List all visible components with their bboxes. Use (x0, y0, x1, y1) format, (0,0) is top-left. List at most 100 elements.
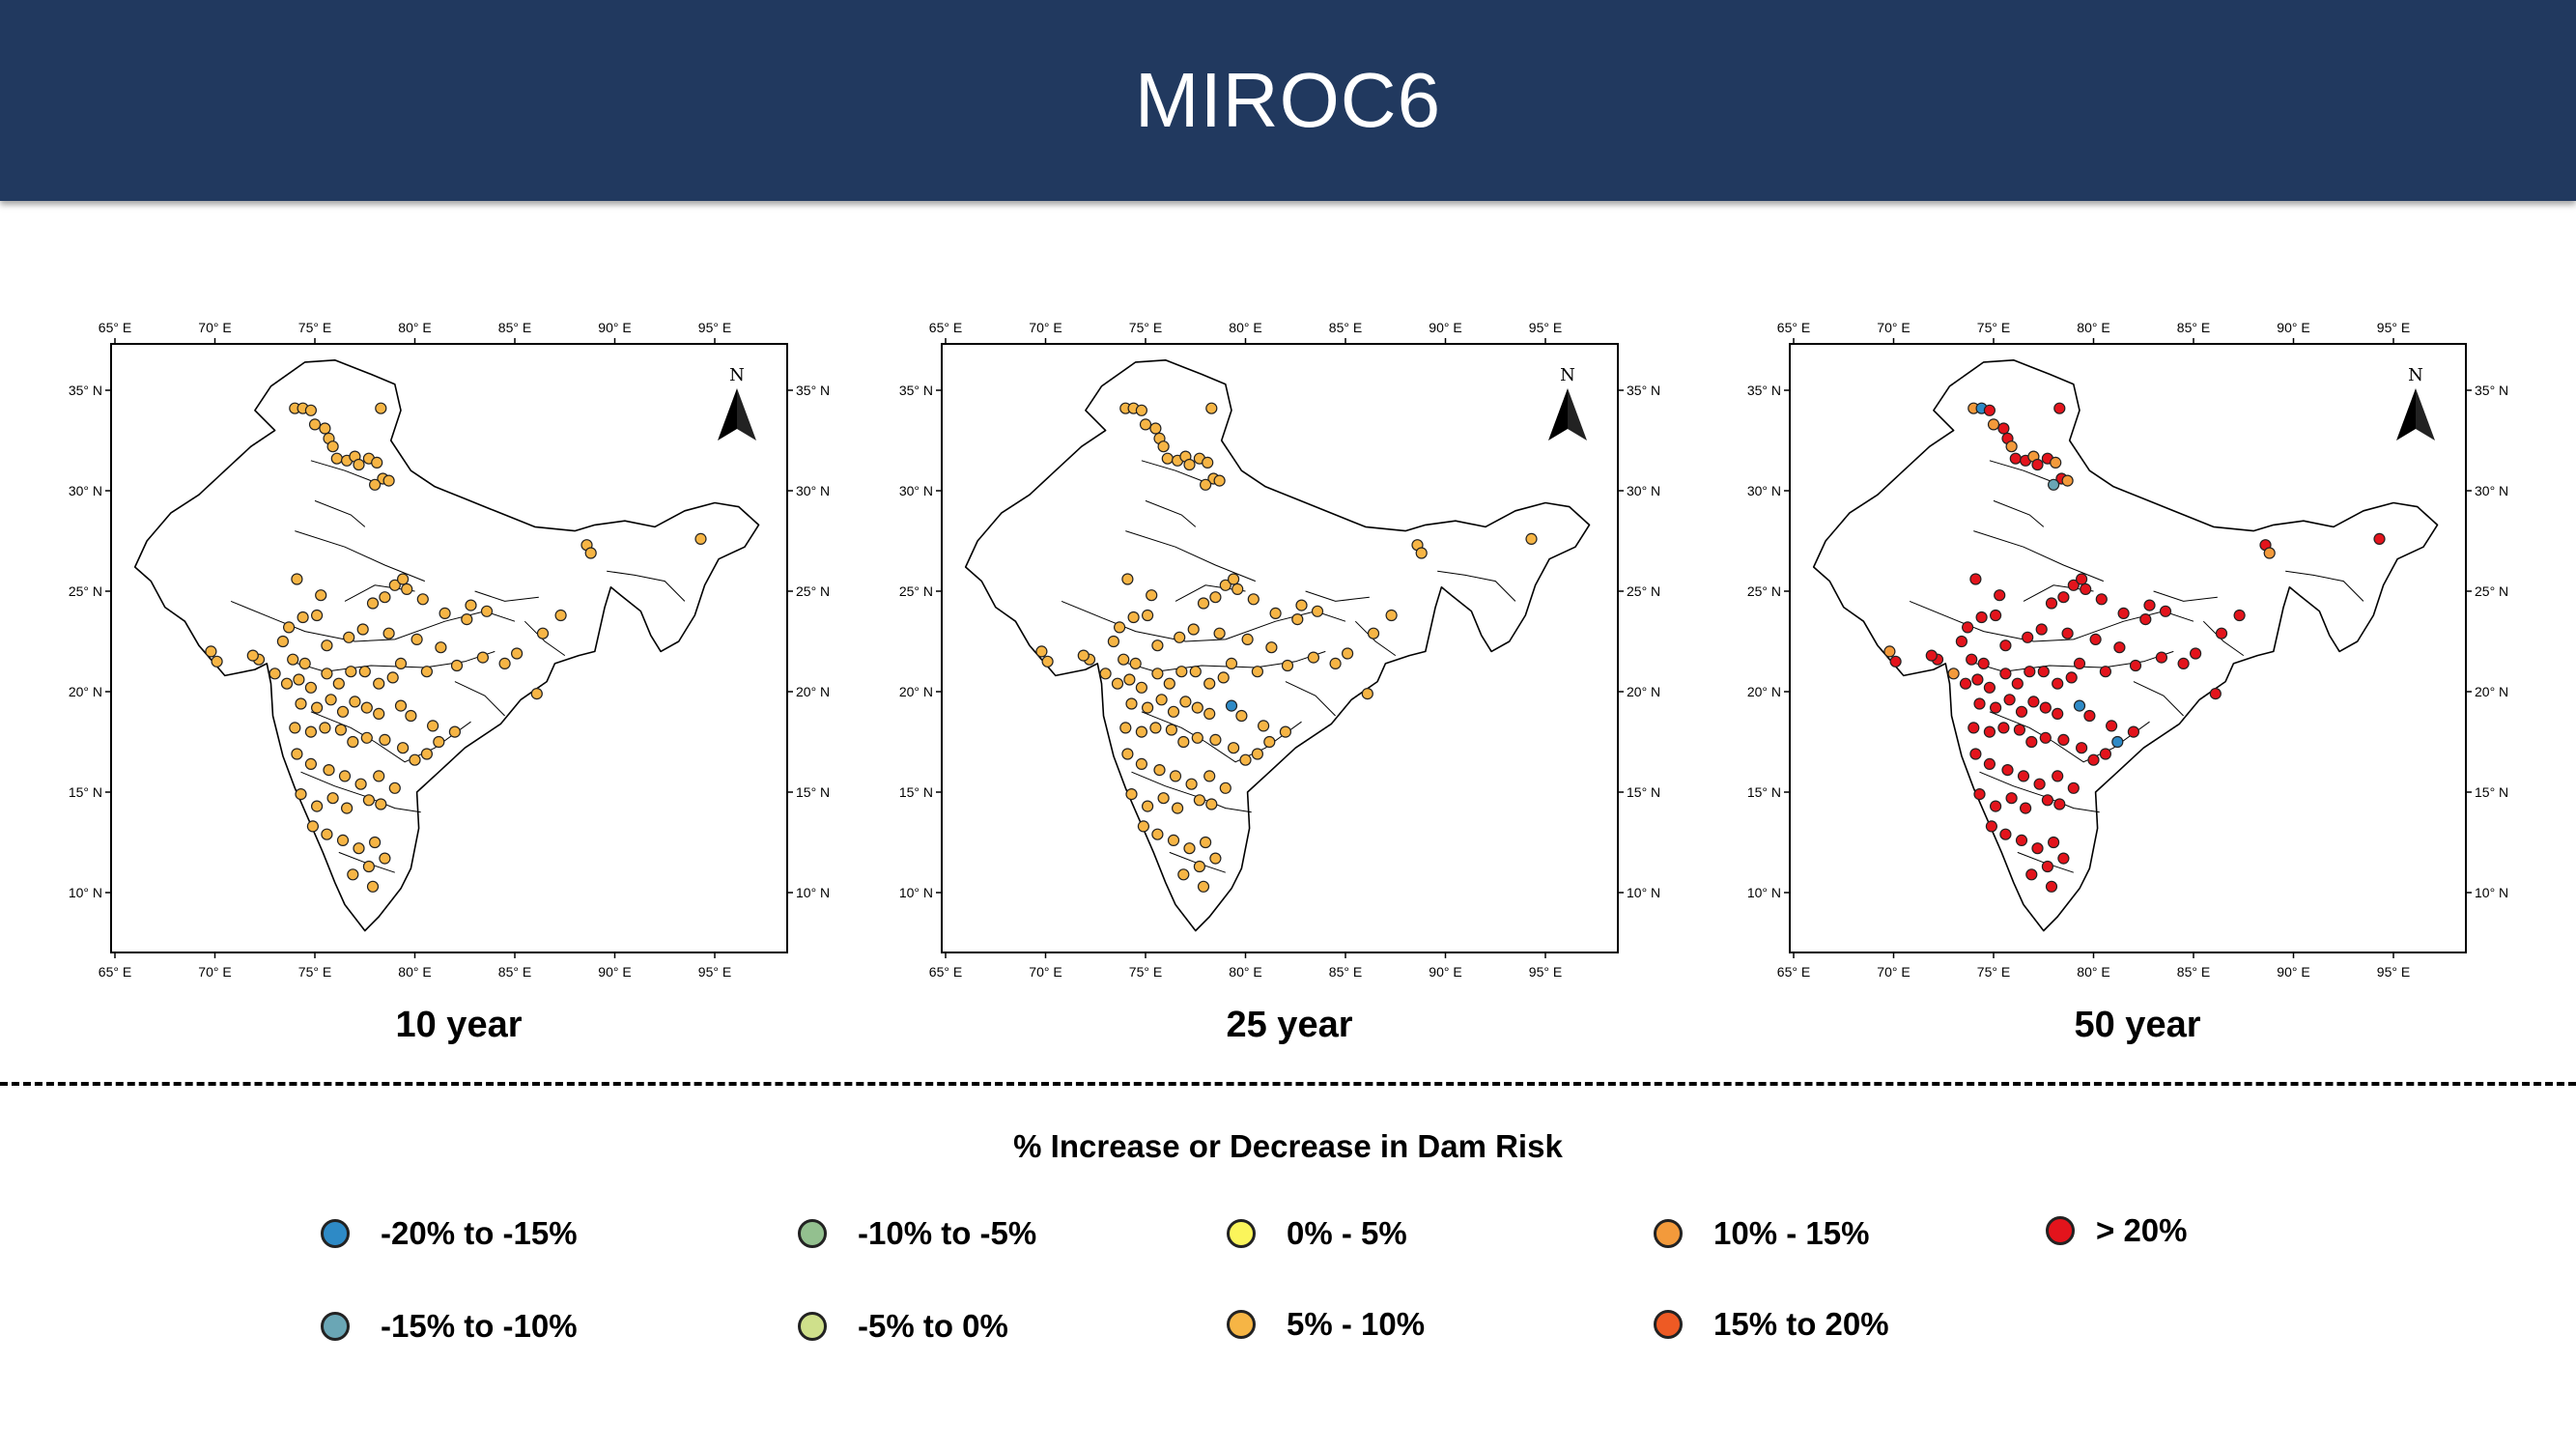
legend-swatch (321, 1219, 350, 1248)
dam-marker (1295, 599, 1308, 611)
dam-marker (1118, 653, 1130, 666)
lon-tick-label: 75° E (1129, 964, 1162, 980)
dam-marker (420, 666, 433, 678)
dam-marker (332, 677, 345, 690)
dam-marker (420, 748, 433, 760)
dam-marker (2052, 707, 2064, 720)
dam-marker (1969, 573, 1982, 585)
dam-marker (2041, 860, 2053, 873)
dam-marker (1146, 589, 1158, 602)
lon-tick-label: 85° E (498, 320, 531, 335)
dam-marker (1889, 655, 1902, 668)
lon-tick-label: 95° E (1529, 320, 1562, 335)
dam-marker (1291, 613, 1304, 626)
dam-marker (306, 820, 319, 833)
dam-marker (2143, 599, 2156, 611)
legend-label: > 20% (2096, 1212, 2188, 1248)
dam-marker (2045, 597, 2058, 610)
dam-marker (1125, 788, 1138, 801)
dam-marker (439, 607, 451, 619)
country-outline (1812, 359, 2439, 932)
dam-marker (2052, 770, 2064, 782)
dam-marker (2061, 474, 2074, 487)
title-banner: MIROC6 (0, 0, 2576, 201)
dam-marker (405, 709, 417, 723)
dam-marker (1179, 696, 1192, 708)
dam-marker (276, 635, 289, 648)
dam-marker (2025, 735, 2038, 749)
dam-marker (1191, 731, 1203, 744)
dam-marker (498, 657, 511, 669)
lon-tick-label: 85° E (1329, 320, 1362, 335)
lon-tick-label: 95° E (2377, 320, 2410, 335)
dam-marker (1251, 666, 1263, 678)
dam-marker (382, 474, 395, 487)
panel-label: 10 year (395, 1005, 523, 1045)
dam-marker (2001, 764, 2014, 777)
dam-marker (1990, 609, 2002, 622)
north-label: N (729, 365, 745, 385)
dashed-divider (0, 1082, 2576, 1086)
dam-marker (353, 458, 365, 471)
dam-marker (1228, 573, 1240, 585)
dam-marker (1959, 677, 1972, 690)
dam-marker (379, 591, 391, 604)
dam-marker (1191, 701, 1203, 714)
dam-marker (1209, 733, 1222, 746)
lat-tick-label: 30° N (69, 483, 102, 498)
state-border (1125, 530, 1256, 582)
lat-tick-label: 35° N (1627, 383, 1660, 398)
lat-tick-label: 35° N (899, 383, 933, 398)
dam-marker (1311, 605, 1324, 617)
dam-marker (1415, 547, 1428, 559)
dam-marker (1151, 668, 1164, 680)
dam-marker (1971, 673, 1984, 686)
dam-marker (554, 609, 567, 622)
dam-marker (480, 605, 494, 617)
dam-marker (1119, 722, 1132, 734)
dam-marker (2373, 532, 2386, 545)
dam-marker (1997, 422, 2010, 435)
dam-marker (450, 659, 464, 672)
dam-marker (375, 402, 387, 414)
country-outline (133, 359, 760, 932)
lon-tick-label: 80° E (1229, 320, 1261, 335)
dam-marker (2061, 627, 2074, 639)
dam-marker (409, 753, 421, 766)
dam-marker (1999, 639, 2012, 652)
dam-marker (1990, 800, 2002, 812)
lat-tick-label: 20° N (1627, 684, 1660, 699)
dam-marker (358, 666, 371, 678)
dam-marker (2052, 677, 2064, 690)
state-border (1305, 590, 1370, 602)
dam-marker (311, 800, 324, 812)
dam-marker (345, 666, 357, 678)
lat-tick-label: 15° N (899, 784, 933, 800)
dam-marker (2017, 770, 2030, 782)
north-arrow-icon (718, 388, 737, 440)
dam-marker (2011, 677, 2024, 690)
map-panel-10-year: 65° E 65° E 70° E 70° E 75° E 75° E 80° E 80° E… (58, 309, 860, 1063)
dam-marker (304, 725, 317, 738)
dam-marker (1135, 404, 1147, 416)
lon-tick-label: 80° E (2077, 964, 2109, 980)
dam-marker (311, 701, 324, 714)
lon-tick-label: 95° E (698, 964, 731, 980)
dam-marker (269, 668, 281, 680)
dam-marker (298, 657, 311, 669)
legend-swatch (1227, 1310, 1256, 1339)
dam-marker (2024, 666, 2036, 678)
legend-swatch (798, 1219, 827, 1248)
lat-tick-label: 10° N (69, 885, 102, 900)
india-map: 65° E 65° E 70° E 70° E 75° E 75° E 80° E 80° E… (1747, 320, 2508, 980)
dam-marker (2020, 802, 2032, 814)
dam-marker (536, 627, 550, 639)
dam-marker (369, 478, 382, 491)
dam-marker (2106, 720, 2118, 732)
dam-marker (2035, 623, 2048, 636)
dam-marker (511, 647, 524, 660)
state-border (314, 499, 366, 527)
dam-marker (1307, 651, 1319, 664)
dam-marker (1241, 633, 1254, 645)
state-border (310, 460, 372, 482)
